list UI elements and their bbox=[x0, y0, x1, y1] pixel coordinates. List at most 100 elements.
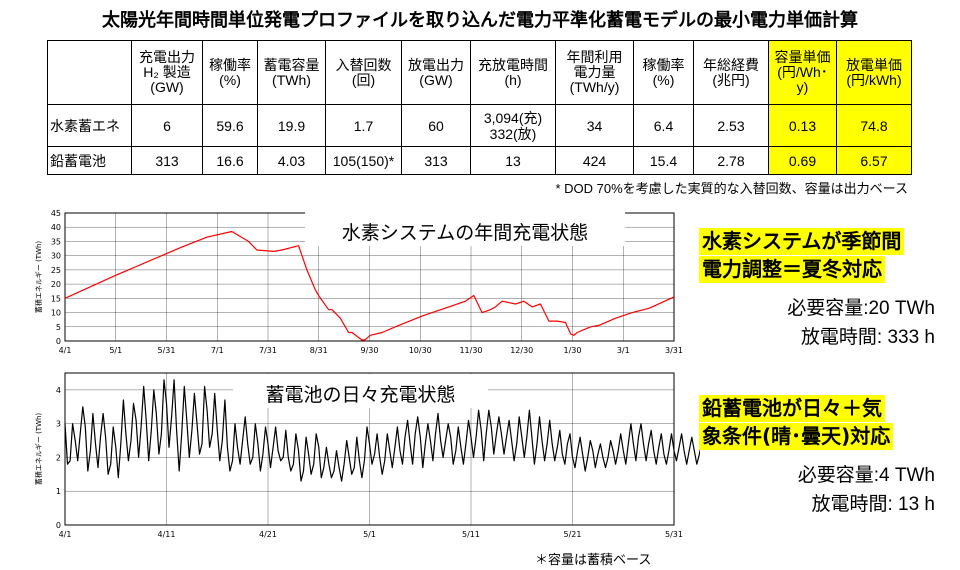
table-footnote: * DOD 70%を考慮した実質的な入替回数、容量は出力ベース bbox=[555, 181, 908, 196]
x-tick-label: 5/31 bbox=[665, 530, 683, 539]
table-header-10: 容量単価 (円/Wh･ y) bbox=[768, 40, 837, 105]
x-tick-label: 8/31 bbox=[310, 346, 328, 355]
table-header-0 bbox=[47, 40, 132, 105]
y-tick-label: 15 bbox=[51, 294, 61, 303]
table-cell: 424 bbox=[555, 146, 634, 175]
table-header-line: H₂ 製造 bbox=[143, 64, 191, 80]
table-cell: 59.6 bbox=[202, 104, 258, 147]
table-cell: 313 bbox=[131, 146, 203, 175]
table-row-label: 水素蓄エネ bbox=[47, 104, 132, 147]
battery-daily-chart: 0 1 2 3 4 4/1 4/11 4/21 5/1 5/11 5/21 5/31 蓄積エネルギー (… bbox=[34, 372, 700, 539]
table-header-5: 放電出力 (GW) bbox=[401, 40, 471, 105]
table-header-6: 充放電時間 (h) bbox=[470, 40, 556, 105]
y-tick-label: 0 bbox=[56, 337, 61, 346]
table-header-11: 放電単価 (円/kWh) bbox=[836, 40, 912, 105]
table-header-9: 年総経費 (兆円) bbox=[693, 40, 769, 105]
table-cell: 2.78 bbox=[693, 146, 769, 175]
x-tick-label: 5/31 bbox=[158, 346, 176, 355]
x-tick-label: 5/1 bbox=[363, 530, 376, 539]
y-tick-label: 2 bbox=[56, 453, 61, 462]
y-tick-label: 10 bbox=[51, 309, 61, 318]
table-header-2: 稼働率 (%) bbox=[202, 40, 258, 105]
table-row: 水素蓄エネ 6 59.6 19.9 1.7 60 3,094(充) 332(放) 34 6.4 2.… bbox=[47, 104, 912, 147]
y-tick-label: 5 bbox=[56, 323, 61, 332]
table-header-row: 充電出力 H₂ 製造 (GW) 稼働率 (%) 蓄電容量 (TWh) 入替回数 (回) 放電出力(… bbox=[47, 40, 912, 105]
x-tick-label: 5/11 bbox=[462, 530, 480, 539]
x-tick-label: 7/1 bbox=[211, 346, 224, 355]
table-cell: 6.4 bbox=[633, 104, 694, 147]
battery-summary-line-1: 鉛蓄電池が日々＋気 bbox=[699, 395, 885, 422]
y-tick-label: 25 bbox=[51, 266, 61, 275]
table-cell: 34 bbox=[555, 104, 634, 147]
hydrogen-required-capacity: 必要容量:20 TWh bbox=[787, 298, 935, 319]
battery-required-capacity: 必要容量:4 TWh bbox=[797, 465, 935, 486]
x-tick-label: 1/30 bbox=[564, 346, 582, 355]
table-header-line: (TWh) bbox=[272, 71, 311, 88]
table-cell: 105(150)* bbox=[325, 146, 402, 175]
x-tick-label: 4/11 bbox=[158, 530, 176, 539]
x-tick-label: 3/1 bbox=[617, 346, 630, 355]
table-header-line: (円/kWh) bbox=[846, 71, 902, 88]
hydrogen-annual-chart: 0 5 10 15 20 25 30 35 40 45 4/1 5/1 5/31 7/1 7/31 8/31 9… bbox=[34, 209, 683, 355]
series-line bbox=[64, 379, 700, 482]
table-header-line: 年総経費 bbox=[703, 56, 759, 73]
table-header-1: 充電出力 H₂ 製造 (GW) bbox=[131, 40, 203, 105]
x-tick-label: 9/30 bbox=[361, 346, 379, 355]
table-cell: 74.8 bbox=[836, 104, 912, 147]
table-header-line: 放電出力 bbox=[408, 56, 464, 73]
chart-footnote: ＊容量は蓄積ベース bbox=[535, 552, 652, 567]
table-cell: 15.4 bbox=[633, 146, 694, 175]
battery-discharge-time: 放電時間: 13 h bbox=[811, 494, 935, 515]
table-header-line: 容量単価 bbox=[774, 49, 831, 65]
table-cell: 313 bbox=[401, 146, 471, 175]
x-tick-label: 4/1 bbox=[59, 530, 72, 539]
y-tick-label: 0 bbox=[56, 521, 61, 530]
x-tick-label: 5/21 bbox=[564, 530, 582, 539]
table-cell: 6.57 bbox=[836, 146, 912, 175]
table-header-line: 稼働率 bbox=[209, 56, 251, 73]
series-line bbox=[64, 230, 675, 341]
table-cell: 19.9 bbox=[257, 104, 326, 147]
page-title: 太陽光年間時間単位発電プロファイルを取り込んだ電力平準化蓄電モデルの最小電力単価… bbox=[102, 10, 858, 31]
table-header-4: 入替回数 (回) bbox=[325, 40, 402, 105]
table-header-line: (GW) bbox=[150, 79, 184, 95]
table-row-label: 鉛蓄電池 bbox=[47, 146, 132, 175]
x-tick-label: 11/30 bbox=[459, 346, 482, 355]
y-tick-label: 45 bbox=[51, 209, 61, 218]
x-tick-label: 4/1 bbox=[59, 346, 72, 355]
table-header-line: 稼働率 bbox=[642, 56, 685, 73]
table-header-8: 稼働率 (%) bbox=[633, 40, 694, 105]
table-header-line: (回) bbox=[351, 71, 376, 88]
table-cell: 2.53 bbox=[693, 104, 769, 147]
table-cell-line: 332(放) bbox=[489, 125, 537, 142]
chart-title-bg bbox=[233, 374, 488, 408]
table-header-line: 年間利用 bbox=[566, 49, 623, 65]
table-header-line: 充電出力 bbox=[139, 49, 195, 65]
x-tick-label: 5/1 bbox=[109, 346, 122, 355]
y-tick-label: 40 bbox=[51, 223, 61, 232]
y-axis-label: 蓄積エネルギー (TWh) bbox=[34, 413, 43, 486]
y-tick-label: 1 bbox=[56, 487, 61, 496]
hydrogen-summary-line-1: 水素システムが季節間 bbox=[699, 228, 905, 255]
table-header-3: 蓄電容量 (TWh) bbox=[257, 40, 326, 105]
x-tick-label: 7/31 bbox=[259, 346, 277, 355]
table-header-line: (GW) bbox=[419, 71, 453, 88]
table-header-line: (%) bbox=[219, 71, 241, 88]
x-tick-label: 10/30 bbox=[409, 346, 432, 355]
table-header-line: (h) bbox=[504, 71, 522, 88]
hydrogen-summary-line-2: 電力調整＝夏冬対応 bbox=[699, 256, 885, 283]
table-header-line: 入替回数 bbox=[335, 56, 392, 73]
table-header-line: y) bbox=[796, 79, 809, 95]
table-cell: 16.6 bbox=[202, 146, 258, 175]
chart-title: 蓄電池の日々充電状態 bbox=[265, 384, 455, 406]
table-cell: 6 bbox=[131, 104, 203, 147]
hydrogen-discharge-time: 放電時間: 333 h bbox=[800, 327, 935, 348]
table-cell: 0.13 bbox=[768, 104, 837, 147]
table-row: 鉛蓄電池 313 16.6 4.03 105(150)* 313 13 424 15.4 2.78… bbox=[47, 146, 912, 175]
table-cell: 13 bbox=[470, 146, 556, 175]
spec-table: 充電出力 H₂ 製造 (GW) 稼働率 (%) 蓄電容量 (TWh) 入替回数 (回) 放電出力(… bbox=[47, 40, 912, 175]
table-cell: 3,094(充) 332(放) bbox=[470, 104, 556, 147]
table-header-line: (兆円) bbox=[712, 71, 750, 88]
y-tick-label: 4 bbox=[56, 386, 61, 395]
battery-summary-line-2: 象条件(晴･曇天)対応 bbox=[699, 423, 894, 450]
